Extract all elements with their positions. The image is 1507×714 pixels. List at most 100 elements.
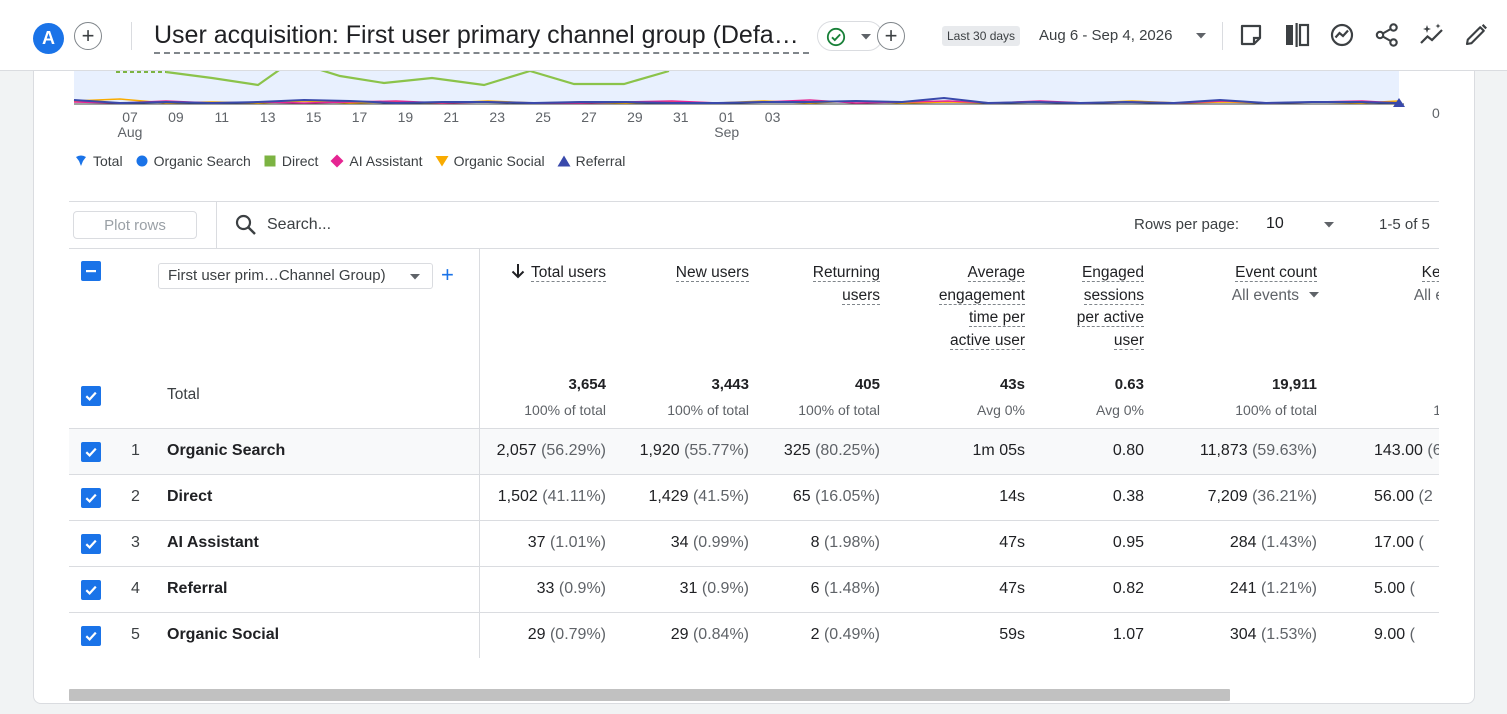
sparkle-trend-icon[interactable]	[1419, 22, 1445, 48]
legend-item[interactable]: Referral	[557, 153, 625, 169]
legend-item[interactable]: Direct	[263, 153, 318, 169]
report-card: 07 Aug 09 11 13 15 17 19 21 23 25 27 29 31 01 Sep 03 0 T…	[33, 60, 1475, 704]
plus-icon: +	[81, 23, 95, 48]
total-value: 3,443	[711, 376, 749, 393]
report-status-dropdown[interactable]	[817, 21, 883, 51]
chart-legend: Total Organic Search Direct AI Assistant Org…	[74, 153, 637, 169]
column-header[interactable]: Average engagement time per active user	[938, 262, 1025, 352]
legend-item[interactable]: Organic Search	[135, 153, 251, 169]
rows-per-page-select[interactable]: 10	[1266, 215, 1284, 232]
checkmark-icon	[85, 631, 97, 641]
column-header-text: Engaged	[1081, 264, 1144, 282]
total-row-checkbox[interactable]	[81, 386, 101, 406]
row-checkbox[interactable]	[81, 626, 101, 646]
cell-value: 34	[670, 534, 689, 551]
table-cell: 29 (0.84%)	[671, 626, 749, 644]
table-cell: 7,209 (36.21%)	[1208, 488, 1317, 506]
legend-marker-icon	[264, 155, 276, 167]
total-subtext: Avg 0%	[1096, 402, 1144, 418]
cell-value: 1.07	[1112, 626, 1144, 643]
search-input[interactable]	[267, 212, 567, 238]
column-header-text: New users	[675, 264, 749, 282]
date-range-selector[interactable]: Aug 6 - Sep 4, 2026	[1039, 27, 1173, 44]
table-row[interactable]: 1 Organic Search 2,057 (56.29%) 1,920 (55.7…	[69, 428, 1439, 475]
line-chart: 07 Aug 09 11 13 15 17 19 21 23 25 27 29 31 01 Sep 03 0	[34, 61, 1474, 151]
x-tick-label: 25	[535, 109, 551, 125]
table-cell: 1.07	[1113, 626, 1144, 644]
cell-value: 47s	[999, 580, 1025, 597]
column-header-text: Event count	[1235, 264, 1317, 282]
total-subtext: 100%	[1433, 402, 1439, 418]
page-title[interactable]: User acquisition: First user primary cha…	[154, 20, 809, 54]
table-toolbar: Plot rows Rows per page: 10 1-5 of 5	[69, 201, 1439, 249]
chevron-down-icon[interactable]	[1324, 222, 1334, 228]
table-row[interactable]: 4 Referral 33 (0.9%) 31 (0.9%) 6 (1.48%) 47s 0…	[69, 566, 1439, 613]
edit-pencil-icon[interactable]	[1463, 22, 1489, 48]
dimension-dropdown[interactable]: First user prim…Channel Group)	[158, 263, 433, 289]
total-value: 405	[854, 376, 880, 393]
checkmark-icon	[85, 493, 97, 503]
table-cell: 0.38	[1113, 488, 1144, 506]
table-row[interactable]: 2 Direct 1,502 (41.11%) 1,429 (41.5%) 65 (16…	[69, 474, 1439, 521]
share-icon[interactable]	[1374, 22, 1400, 48]
legend-marker-icon	[136, 155, 148, 167]
legend-item[interactable]: AI Assistant	[330, 153, 423, 169]
row-index: 3	[131, 534, 140, 551]
x-tick-label: 09	[168, 109, 184, 125]
row-checkbox[interactable]	[81, 580, 101, 600]
cell-percent: (1.98%)	[823, 534, 880, 551]
chevron-down-icon	[861, 34, 871, 40]
cell-value: 2,057	[496, 442, 537, 459]
chevron-down-icon[interactable]	[1196, 33, 1206, 39]
table-cell: 31 (0.9%)	[680, 580, 749, 598]
row-checkbox[interactable]	[81, 488, 101, 508]
add-dimension-button[interactable]: +	[441, 262, 454, 287]
row-checkbox[interactable]	[81, 442, 101, 462]
legend-item[interactable]: Organic Social	[435, 153, 545, 169]
column-header[interactable]: Key ev	[1421, 262, 1439, 285]
column-header[interactable]: Total users	[511, 262, 606, 285]
add-comparison-button[interactable]: +	[74, 22, 102, 50]
cell-value: 1,920	[639, 442, 680, 459]
column-header[interactable]: Returning users	[812, 262, 880, 307]
plot-rows-button[interactable]: Plot rows	[73, 211, 197, 239]
table-cell: 8 (1.98%)	[811, 534, 880, 552]
select-all-checkbox[interactable]	[81, 261, 101, 281]
legend-item[interactable]: Total	[74, 153, 123, 169]
horizontal-scrollbar[interactable]	[69, 689, 1230, 701]
row-dimension-value: Organic Social	[167, 626, 280, 643]
event-filter-dropdown[interactable]: All events	[1232, 286, 1319, 306]
column-header[interactable]: Event count	[1235, 262, 1317, 285]
table-cell: 9.00 (	[1374, 626, 1415, 644]
property-avatar[interactable]: A	[33, 23, 64, 54]
table-cell: 47s	[999, 534, 1025, 552]
total-row-label: Total	[167, 386, 200, 403]
column-header[interactable]: New users	[675, 262, 749, 285]
cell-percent: (0.49%)	[823, 626, 880, 643]
table-cell: 0.82	[1113, 580, 1144, 598]
dimension-column-divider	[479, 475, 480, 521]
event-filter-dropdown[interactable]: All even	[1414, 286, 1439, 306]
cell-percent: (41.11%)	[542, 488, 606, 505]
x-tick-label: 17	[352, 109, 368, 125]
table-row[interactable]: 5 Organic Social 29 (0.79%) 29 (0.84%) 2 (0.…	[69, 612, 1439, 658]
table-cell: 37 (1.01%)	[528, 534, 606, 552]
cell-percent: (0.9%)	[701, 580, 749, 597]
cell-value: 284	[1229, 534, 1257, 551]
add-filter-button[interactable]: +	[877, 22, 905, 50]
cell-percent: (	[1409, 626, 1415, 643]
table-cell: 14s	[999, 488, 1025, 506]
cell-value: 56.00	[1374, 488, 1415, 505]
insights-icon[interactable]	[1329, 22, 1355, 48]
row-dimension-value: Organic Search	[167, 442, 286, 459]
x-tick-label: 11	[215, 109, 230, 125]
column-header[interactable]: Engaged sessions per active user	[1076, 262, 1144, 352]
compare-icon[interactable]	[1284, 22, 1310, 48]
cell-percent: (1.43%)	[1260, 534, 1317, 551]
table-row[interactable]: 3 AI Assistant 37 (1.01%) 34 (0.99%) 8 (1.98…	[69, 520, 1439, 567]
table-cell: 34 (0.99%)	[671, 534, 749, 552]
table-cell: 304 (1.53%)	[1230, 626, 1317, 644]
checkmark-icon	[85, 539, 97, 549]
note-icon[interactable]	[1238, 22, 1264, 48]
row-checkbox[interactable]	[81, 534, 101, 554]
